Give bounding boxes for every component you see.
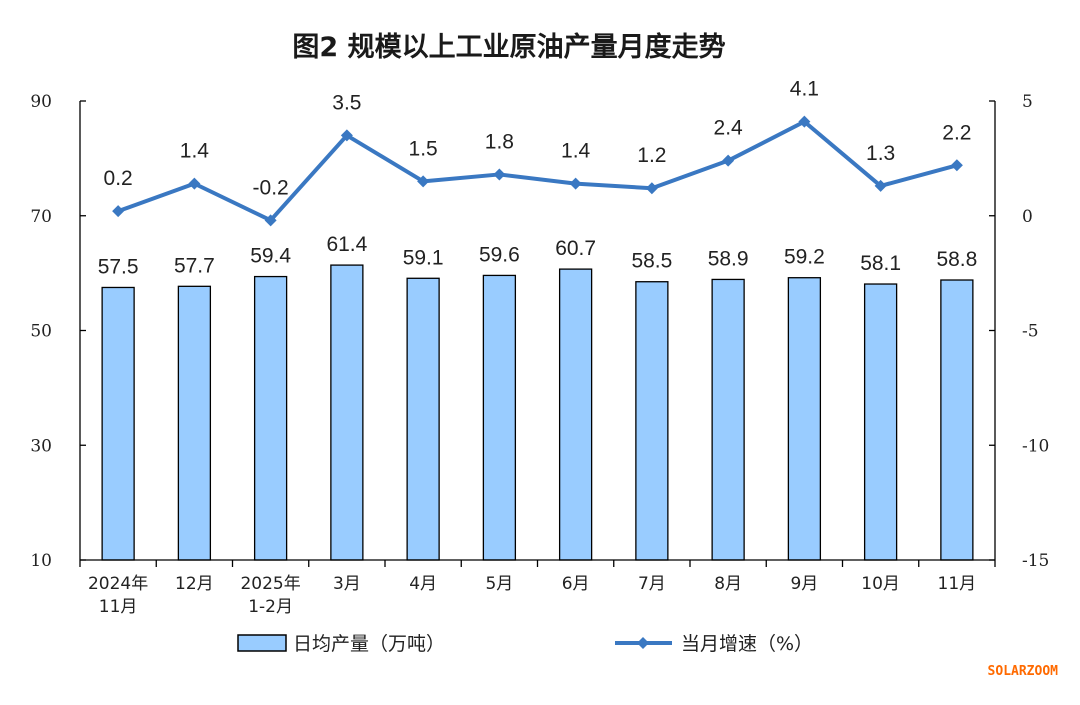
x-axis-tick-label: 1-2月 bbox=[248, 597, 293, 617]
watermark: SOLARZOOM bbox=[988, 664, 1059, 679]
growth-marker bbox=[264, 214, 277, 227]
x-axis-tick-label: 11月 bbox=[99, 597, 138, 617]
x-axis-tick-label: 2025年 bbox=[240, 574, 300, 594]
right-axis-tick-label: -10 bbox=[1022, 436, 1049, 456]
left-axis-tick-label: 90 bbox=[30, 92, 52, 112]
left-axis-tick-label: 70 bbox=[30, 207, 52, 227]
growth-value-label: 1.4 bbox=[180, 140, 210, 163]
x-axis-tick-label: 9月 bbox=[790, 574, 818, 594]
bar bbox=[863, 283, 898, 561]
growth-value-label: 4.1 bbox=[790, 78, 819, 101]
line-layer bbox=[112, 115, 963, 227]
growth-value-label: 1.8 bbox=[485, 130, 514, 153]
bar bbox=[330, 264, 364, 561]
growth-line bbox=[117, 119, 958, 223]
bar-value-label: 58.9 bbox=[708, 247, 749, 270]
x-axis-tick-label: 6月 bbox=[562, 574, 590, 594]
growth-marker bbox=[874, 179, 887, 192]
bar bbox=[635, 281, 669, 561]
bar-value-label: 58.5 bbox=[631, 250, 672, 273]
growth-marker bbox=[722, 154, 735, 167]
legend-bar-label: 日均产量（万吨） bbox=[293, 633, 445, 655]
bar-value-label: 57.7 bbox=[174, 254, 215, 277]
bar bbox=[406, 277, 440, 561]
bar bbox=[101, 286, 135, 561]
right-axis-tick-label: 5 bbox=[1022, 92, 1033, 112]
legend-bar-swatch bbox=[237, 634, 287, 652]
bar bbox=[558, 268, 593, 561]
growth-marker bbox=[798, 115, 811, 128]
x-axis-tick-label: 11月 bbox=[938, 574, 977, 594]
growth-marker bbox=[188, 177, 201, 190]
chart-title: 图2 规模以上工业原油产量月度走势 bbox=[292, 31, 725, 63]
growth-value-label: 1.4 bbox=[561, 140, 591, 163]
x-axis-tick-label: 10月 bbox=[861, 574, 900, 594]
bar bbox=[253, 275, 288, 561]
growth-value-label: 1.5 bbox=[409, 137, 438, 160]
bar bbox=[482, 274, 517, 561]
x-axis-tick-label: 3月 bbox=[333, 574, 361, 594]
right-axis-tick-label: -15 bbox=[1022, 551, 1049, 571]
left-axis-tick-label: 30 bbox=[30, 436, 52, 456]
growth-marker bbox=[112, 205, 125, 218]
growth-marker bbox=[569, 177, 582, 190]
left-axis-tick-label: 50 bbox=[30, 322, 52, 342]
x-axis-tick-label: 12月 bbox=[175, 574, 214, 594]
bar bbox=[787, 277, 822, 561]
bar-value-label: 59.6 bbox=[479, 243, 520, 266]
growth-value-label: 3.5 bbox=[332, 91, 361, 114]
x-axis-tick-label: 7月 bbox=[638, 574, 666, 594]
growth-marker bbox=[493, 168, 506, 181]
growth-value-label: 2.4 bbox=[714, 117, 744, 140]
growth-marker bbox=[645, 182, 658, 195]
growth-value-label: 1.2 bbox=[637, 144, 666, 167]
bar-value-label: 60.7 bbox=[555, 237, 596, 260]
bar bbox=[177, 285, 212, 561]
x-axis-tick-label: 4月 bbox=[409, 574, 437, 594]
bar bbox=[940, 279, 974, 561]
left-axis-tick-label: 10 bbox=[30, 551, 52, 571]
bar-value-label: 59.4 bbox=[250, 245, 291, 268]
x-axis-tick-label: 8月 bbox=[714, 574, 742, 594]
legend-line-marker bbox=[637, 637, 649, 649]
labels-layer: 57.5 57.7 59.4 61.4 59.1 59.6 60.7 58.5 58.9 59.2… bbox=[98, 78, 978, 279]
legend: 日均产量（万吨） 当月增速（%） bbox=[237, 633, 813, 655]
growth-value-label: 2.2 bbox=[942, 121, 971, 144]
x-axis-tick-label: 2024年 bbox=[88, 574, 148, 594]
legend-line-label: 当月增速（%） bbox=[681, 633, 813, 655]
bars-layer bbox=[101, 264, 974, 561]
growth-value-label: -0.2 bbox=[253, 176, 289, 199]
growth-marker bbox=[340, 129, 353, 142]
axes-layer: 10 30 50 70 90 -15 -10 -5 0 5 2024年 11月 12月 2025年 1-2月… bbox=[30, 92, 1049, 617]
bar-value-label: 61.4 bbox=[326, 233, 367, 256]
growth-value-label: 1.3 bbox=[866, 142, 895, 165]
bar-value-label: 59.1 bbox=[403, 246, 444, 269]
growth-marker bbox=[950, 159, 963, 172]
bar-value-label: 58.8 bbox=[936, 248, 977, 271]
right-axis-tick-label: 0 bbox=[1022, 207, 1033, 227]
bar-value-label: 58.1 bbox=[860, 252, 901, 275]
growth-value-label: 0.2 bbox=[104, 167, 133, 190]
bar-value-label: 59.2 bbox=[784, 246, 825, 269]
growth-marker bbox=[417, 175, 430, 188]
bar bbox=[711, 278, 745, 561]
bar-value-label: 57.5 bbox=[98, 255, 139, 278]
x-axis-tick-label: 5月 bbox=[485, 574, 513, 594]
right-axis-tick-label: -5 bbox=[1022, 322, 1039, 342]
